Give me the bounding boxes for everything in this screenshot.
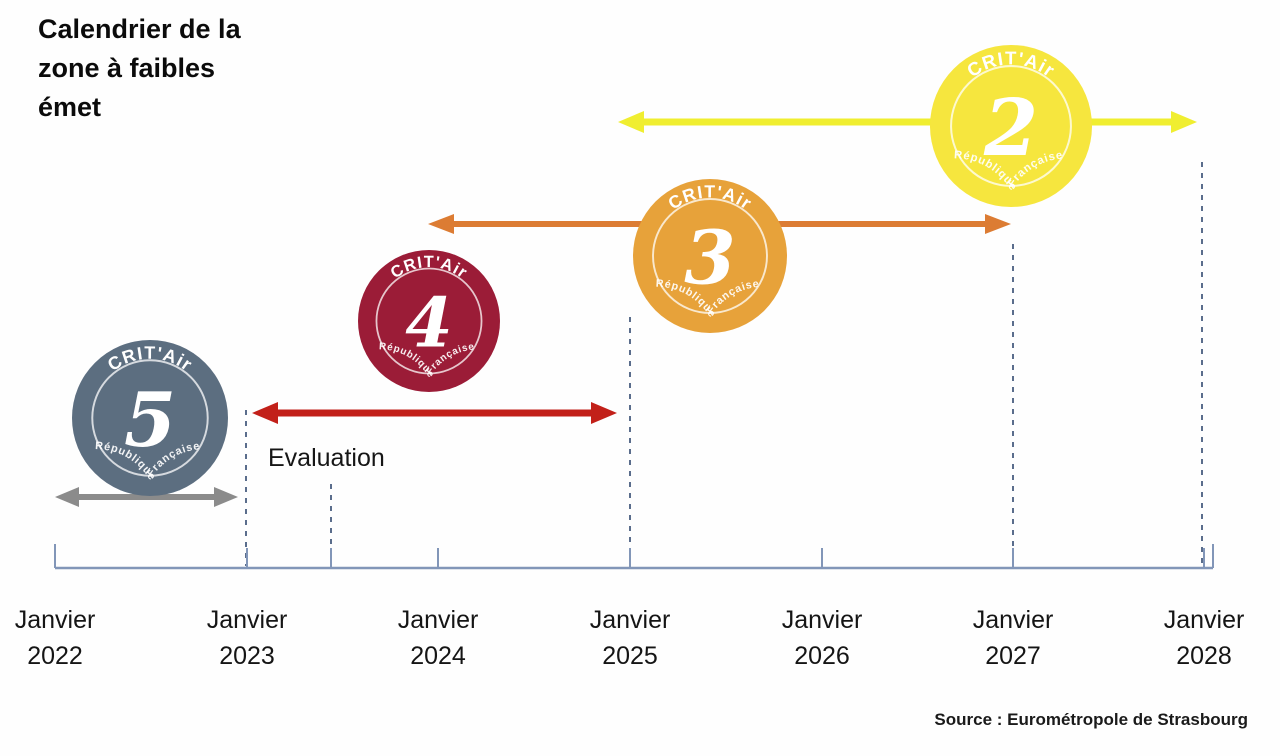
critair-3-badge: CRIT'Air République Française 3 bbox=[633, 179, 787, 333]
source-attribution: Source : Eurométropole de Strasbourg bbox=[934, 710, 1248, 729]
month-label: Janvier bbox=[1163, 606, 1245, 634]
year-label: 2028 bbox=[1176, 642, 1232, 670]
badge-2-disc bbox=[930, 45, 1092, 207]
badge-4-number: 4 bbox=[405, 284, 452, 364]
orange-arrow-right-head bbox=[985, 214, 1011, 234]
badge-3-disc bbox=[633, 179, 787, 333]
axis-label-jan-2026: Janvier 2026 bbox=[782, 602, 863, 674]
month-label: Janvier bbox=[206, 606, 288, 634]
evaluation-label: Evaluation bbox=[268, 444, 385, 472]
yellow-arrow-left-head bbox=[618, 111, 644, 133]
month-label: Janvier bbox=[972, 606, 1054, 634]
arrow-critair2-period bbox=[618, 111, 1197, 133]
badge-5-ring bbox=[91, 359, 209, 477]
badge-4-disc bbox=[358, 250, 500, 392]
gray-arrow-left-head bbox=[55, 487, 79, 507]
arrow-critair4-period bbox=[252, 402, 617, 424]
badge-3-ring bbox=[652, 198, 768, 314]
axis-label-jan-2022: Janvier 2022 bbox=[15, 602, 96, 674]
orange-arrow-left-head bbox=[428, 214, 454, 234]
axis-label-jan-2027: Janvier 2027 bbox=[973, 602, 1054, 674]
yellow-arrow-right-head bbox=[1171, 111, 1197, 133]
badge-5-disc bbox=[72, 340, 228, 496]
axis-label-jan-2028: Janvier 2028 bbox=[1164, 602, 1245, 674]
month-label: Janvier bbox=[781, 606, 863, 634]
critair-4-badge: CRIT'Air République Française 4 bbox=[358, 250, 500, 392]
badge-2-ring bbox=[950, 65, 1072, 187]
badge-2-number: 2 bbox=[983, 83, 1038, 174]
critair-5-badge: CRIT'Air République Française 5 bbox=[72, 340, 228, 496]
month-label: Janvier bbox=[589, 606, 671, 634]
arrow-critair5-period bbox=[55, 487, 238, 507]
year-label: 2022 bbox=[27, 642, 83, 670]
month-label: Janvier bbox=[14, 606, 96, 634]
month-label: Janvier bbox=[397, 606, 479, 634]
year-label: 2025 bbox=[602, 642, 658, 670]
badge-3-number: 3 bbox=[684, 216, 735, 302]
axis-label-jan-2023: Janvier 2023 bbox=[207, 602, 288, 674]
chart-title: Calendrier de la zone à faibles émet bbox=[38, 14, 241, 122]
badge-4-ring bbox=[375, 267, 483, 375]
year-label: 2026 bbox=[794, 642, 850, 670]
year-label: 2027 bbox=[985, 642, 1041, 670]
axis-label-jan-2025: Janvier 2025 bbox=[590, 602, 671, 674]
critair-2-badge: CRIT'Air République Française 2 bbox=[930, 45, 1092, 207]
red-arrow-left-head bbox=[252, 402, 278, 424]
red-arrow-right-head bbox=[591, 402, 617, 424]
gray-arrow-right-head bbox=[214, 487, 238, 507]
year-label: 2023 bbox=[219, 642, 275, 670]
axis-label-jan-2024: Janvier 2024 bbox=[398, 602, 479, 674]
year-label: 2024 bbox=[410, 642, 466, 670]
badge-5-number: 5 bbox=[124, 376, 176, 464]
